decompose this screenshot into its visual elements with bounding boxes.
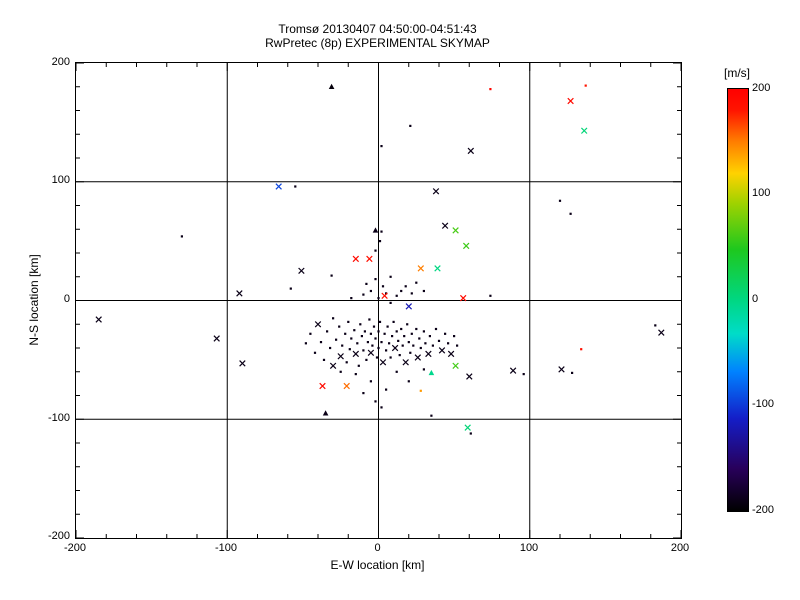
title-line1: Tromsø 20130407 04:50:00-04:51:43 [278, 22, 477, 36]
colorbar-gradient [727, 88, 749, 512]
figure-title: Tromsø 20130407 04:50:00-04:51:43 RwPret… [75, 22, 680, 50]
colorbar-tick-label: 0 [752, 293, 759, 305]
y-axis-label: N-S location [km] [27, 254, 41, 346]
x-axis-label: E-W location [km] [330, 558, 425, 572]
y-tick-label: 100 [51, 174, 70, 186]
x-tick-label: 100 [519, 542, 539, 554]
y-tick-label: 200 [51, 56, 70, 68]
colorbar-tick-label: -100 [752, 398, 775, 410]
y-tick-label: -100 [47, 412, 70, 424]
colorbar-tick-label: 200 [752, 82, 771, 94]
x-tick-label: -200 [63, 542, 87, 554]
scatter-canvas [76, 63, 681, 538]
title-line2: RwPretec (8p) EXPERIMENTAL SKYMAP [265, 36, 490, 50]
y-tick-label: -200 [47, 530, 70, 542]
x-tick-label: 200 [670, 542, 690, 554]
colorbar-units-label: [m/s] [724, 66, 750, 80]
colorbar-tick-label: -200 [752, 504, 775, 516]
plot-area [75, 62, 682, 539]
x-tick-label: 0 [374, 542, 381, 554]
y-tick-label: 0 [63, 293, 70, 305]
x-tick-label: -100 [214, 542, 238, 554]
colorbar-tick-label: 100 [752, 187, 771, 199]
